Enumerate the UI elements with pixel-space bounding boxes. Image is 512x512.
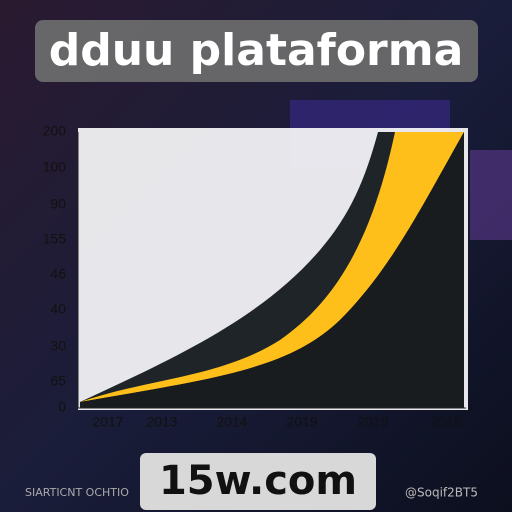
right-text: @Soqif2BT5 [405, 486, 478, 500]
y-label: 100 [43, 159, 67, 175]
site-box [140, 453, 376, 510]
x-label: 2019 [286, 414, 317, 430]
y-label: 90 [50, 196, 66, 212]
x-label: 2014 [216, 414, 247, 430]
title: dduu plataforma [49, 25, 464, 76]
y-label: 155 [43, 231, 67, 247]
y-label: 46 [50, 266, 66, 282]
x-label: 2013 [146, 414, 177, 430]
title-box [35, 20, 478, 82]
x-label: 2015 [430, 414, 461, 430]
bg-light [470, 150, 512, 240]
x-label: 2019 [357, 414, 388, 430]
x-label: 2017 [92, 414, 123, 430]
y-label: 65 [50, 373, 66, 389]
y-label: 200 [43, 123, 67, 139]
left-text: SIARTICNT OCHTIO [25, 486, 129, 499]
y-label: 40 [50, 301, 66, 317]
y-labels: 200 100 90 155 46 40 30 65 0 [43, 123, 67, 415]
yellow-band [80, 132, 464, 402]
x-labels: 2017 2013 2014 2019 2019 2015 [92, 414, 461, 430]
y-label: 30 [50, 338, 66, 354]
lower-area [80, 132, 464, 408]
y-label: 0 [58, 399, 66, 415]
site: 15w.com [159, 458, 357, 504]
